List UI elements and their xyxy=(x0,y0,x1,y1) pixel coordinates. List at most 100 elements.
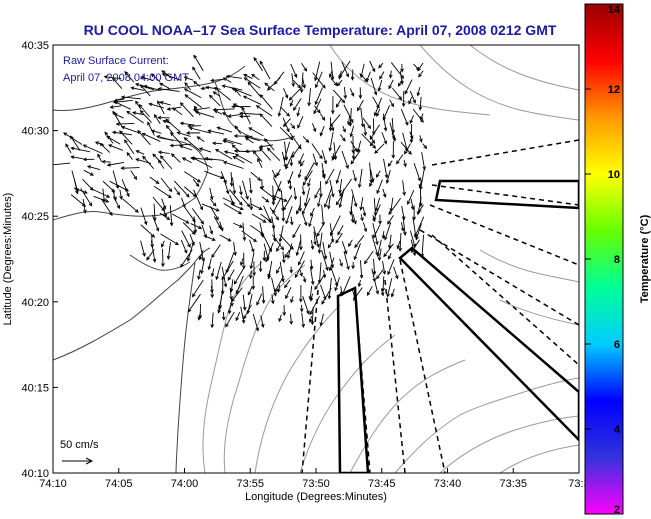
current-vector xyxy=(374,197,381,212)
current-vector xyxy=(252,313,260,332)
current-vector xyxy=(317,232,323,254)
current-vector xyxy=(397,79,403,87)
current-vector xyxy=(288,180,293,191)
contour-line xyxy=(349,359,466,473)
current-vector xyxy=(191,157,213,169)
contour-line xyxy=(299,334,396,473)
current-vector xyxy=(422,143,428,150)
current-vector xyxy=(377,248,382,262)
current-vector xyxy=(243,304,252,320)
current-vector xyxy=(140,240,146,257)
current-vector xyxy=(179,102,194,118)
current-vector xyxy=(233,222,244,228)
current-vector xyxy=(151,214,160,232)
current-vector xyxy=(285,286,292,300)
current-vector xyxy=(192,178,200,187)
x-axis-ticks: 74:10 74:05 74:00 73:55 73:50 73:45 73:40 73:35… xyxy=(39,468,590,490)
current-vector xyxy=(149,176,160,185)
current-vector xyxy=(80,188,93,207)
current-vector xyxy=(231,144,241,153)
current-vector xyxy=(222,77,232,83)
current-vector xyxy=(301,186,306,196)
current-vector xyxy=(166,242,171,260)
current-vector xyxy=(108,144,124,151)
current-vector xyxy=(165,124,174,134)
current-vector xyxy=(313,98,322,115)
current-vector xyxy=(369,178,375,187)
current-vector xyxy=(402,216,407,236)
current-vector xyxy=(140,75,154,81)
current-vector xyxy=(183,186,197,198)
current-vector xyxy=(265,242,274,263)
current-vector xyxy=(126,151,133,160)
current-vector xyxy=(240,306,246,324)
current-vector xyxy=(165,118,181,133)
current-vector xyxy=(381,276,385,292)
current-vector xyxy=(247,81,261,97)
current-vector xyxy=(296,107,301,117)
current-vector xyxy=(157,150,170,155)
current-vector xyxy=(271,277,277,297)
chart-title: RU COOL NOAA–17 Sea Surface Temperature:… xyxy=(84,22,557,38)
current-vector xyxy=(160,233,179,246)
current-vector xyxy=(261,196,270,203)
current-vector xyxy=(262,251,267,262)
current-vector xyxy=(319,313,324,327)
current-vector xyxy=(185,131,201,135)
current-vector xyxy=(382,188,387,198)
current-vector xyxy=(109,105,122,109)
colorbar-tick-label: 10 xyxy=(608,169,620,181)
current-vector xyxy=(297,251,305,266)
current-vector xyxy=(82,144,103,155)
current-vector xyxy=(183,76,194,81)
current-vector xyxy=(212,91,221,97)
current-vector xyxy=(221,266,228,288)
contour-line xyxy=(254,304,341,473)
current-vector xyxy=(310,307,315,326)
current-vector xyxy=(419,113,424,121)
current-vector xyxy=(227,269,235,282)
current-vector xyxy=(150,129,162,134)
current-vector xyxy=(242,95,262,105)
current-vector xyxy=(340,134,346,142)
current-vector xyxy=(191,208,205,225)
current-vector xyxy=(103,75,122,80)
current-vector xyxy=(161,198,167,210)
current-vector xyxy=(159,101,171,106)
current-vector xyxy=(409,124,414,144)
current-vector xyxy=(384,222,392,241)
current-vector xyxy=(248,270,253,280)
current-vector xyxy=(263,138,275,151)
current-vector xyxy=(387,215,394,225)
current-vector xyxy=(240,195,251,208)
current-vector xyxy=(373,224,381,239)
current-vector xyxy=(284,279,291,289)
current-vector xyxy=(362,222,368,233)
current-vector xyxy=(173,180,190,198)
y-tick-label: 40:10 xyxy=(21,468,49,480)
y-axis-ticks: 40:35 40:30 40:25 40:20 40:15 40:10 xyxy=(21,40,58,480)
current-vector xyxy=(251,213,267,223)
current-vector xyxy=(161,73,182,81)
current-vector xyxy=(210,285,214,294)
current-vector xyxy=(302,212,308,227)
current-vector xyxy=(161,248,165,268)
current-vector xyxy=(137,129,151,146)
current-vector xyxy=(193,189,204,211)
coastline-peninsula xyxy=(175,261,196,473)
current-vector xyxy=(234,125,242,135)
current-vector xyxy=(360,214,364,222)
current-vector xyxy=(159,155,173,170)
current-vector xyxy=(239,185,243,196)
current-vector xyxy=(119,130,133,145)
bathymetry-contours xyxy=(202,45,579,473)
current-vector xyxy=(351,151,356,160)
current-vector xyxy=(378,214,382,225)
current-vector xyxy=(285,151,295,170)
current-vector xyxy=(232,156,245,164)
y-axis-label: Latitude (Degrees:Minutes) xyxy=(2,193,14,326)
current-vector xyxy=(90,188,111,198)
current-vector xyxy=(387,259,395,276)
current-vector xyxy=(369,140,375,147)
current-vector xyxy=(354,235,365,249)
